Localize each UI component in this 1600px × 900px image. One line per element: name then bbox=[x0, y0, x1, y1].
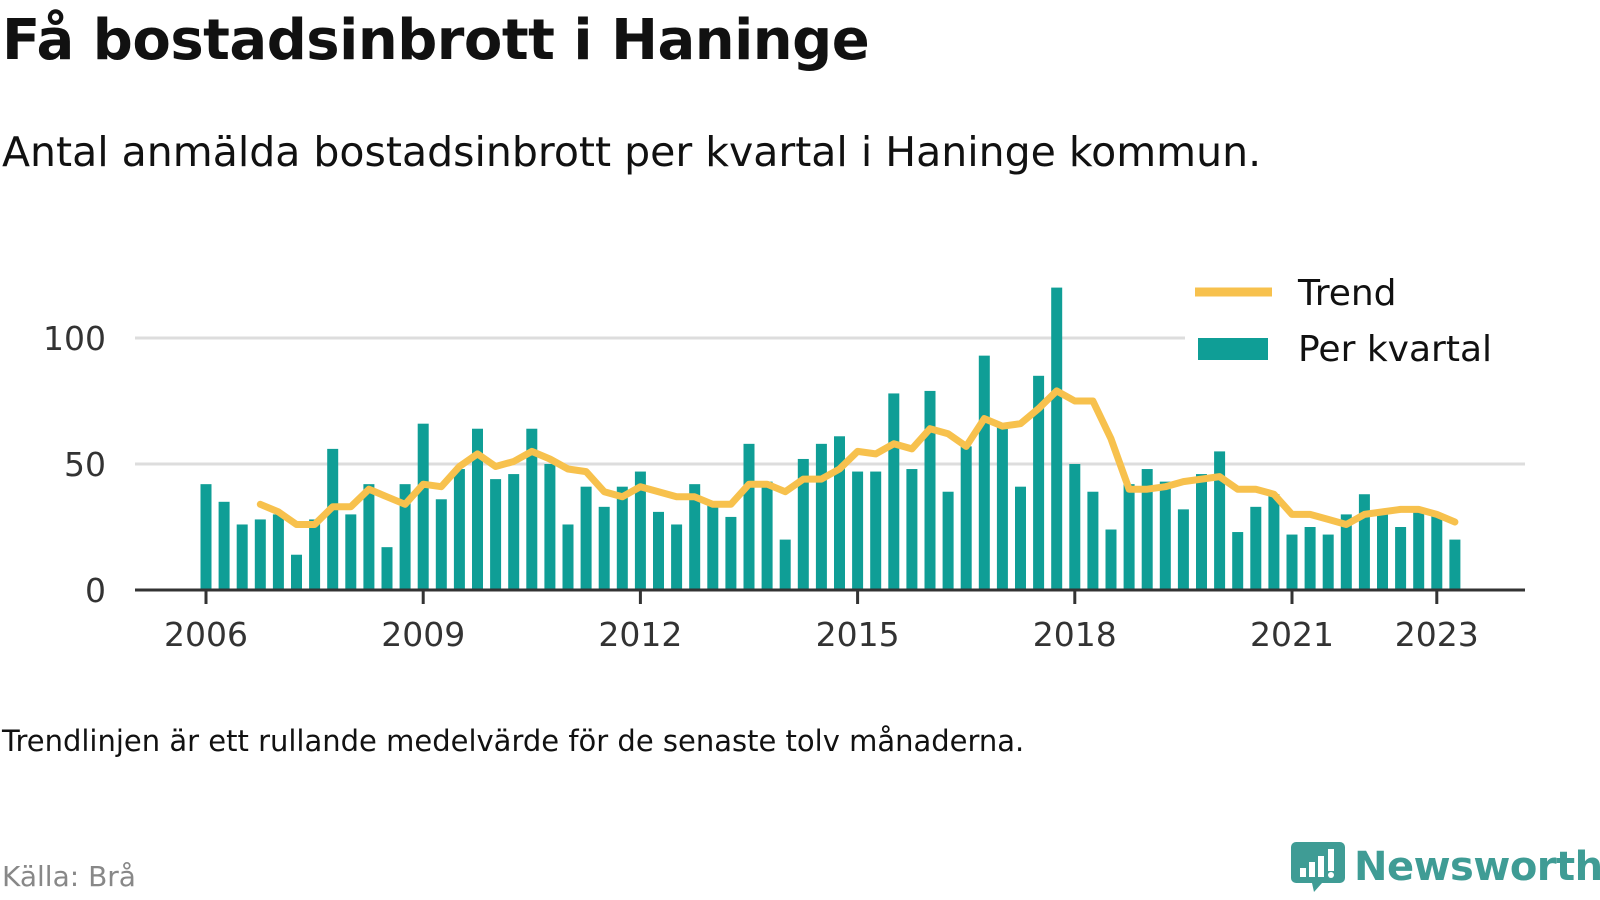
bar bbox=[761, 481, 773, 590]
bar bbox=[472, 428, 483, 590]
bar bbox=[653, 511, 664, 590]
bar bbox=[815, 443, 827, 590]
bar bbox=[508, 474, 520, 590]
bar bbox=[399, 484, 411, 590]
y-tick-label: 100 bbox=[43, 319, 106, 358]
bar bbox=[797, 458, 809, 590]
brand-logo: Newsworthy bbox=[1290, 840, 1600, 894]
bar bbox=[1177, 509, 1189, 590]
x-tick-label: 2009 bbox=[381, 615, 465, 654]
bar bbox=[1377, 511, 1388, 590]
bar bbox=[616, 486, 628, 590]
bar bbox=[435, 499, 447, 590]
bar bbox=[1159, 481, 1171, 590]
bar bbox=[725, 516, 737, 590]
bar bbox=[490, 479, 502, 590]
bar bbox=[634, 471, 646, 590]
bar bbox=[272, 514, 284, 590]
bar bbox=[1268, 494, 1280, 590]
x-tick-label: 2023 bbox=[1395, 615, 1479, 654]
bar bbox=[1123, 484, 1135, 590]
chart-title: Få bostadsinbrott i Haninge bbox=[2, 8, 870, 73]
bar bbox=[544, 464, 556, 590]
trend-series bbox=[256, 387, 1459, 528]
bar bbox=[1286, 534, 1298, 590]
bar bbox=[291, 554, 302, 590]
x-axis: 2006 2009 2012 2015 2018 2021 2023 bbox=[135, 588, 1525, 654]
bar bbox=[906, 469, 918, 590]
bar bbox=[1196, 474, 1207, 590]
bar bbox=[779, 539, 791, 590]
y-axis: 0 50 100 bbox=[43, 319, 106, 610]
bar bbox=[1141, 469, 1153, 590]
bar bbox=[200, 484, 212, 590]
bar bbox=[978, 355, 990, 590]
bar bbox=[852, 471, 864, 590]
bar bbox=[942, 491, 954, 590]
bar bbox=[1304, 527, 1316, 590]
x-tick-label: 2012 bbox=[598, 615, 682, 654]
source-credit: Källa: Brå bbox=[2, 860, 136, 893]
x-tick-label: 2018 bbox=[1033, 615, 1117, 654]
bar bbox=[309, 519, 321, 590]
chart-subtitle: Antal anmälda bostadsinbrott per kvartal… bbox=[2, 128, 1262, 176]
bar bbox=[743, 443, 755, 590]
legend-bar-swatch bbox=[1198, 338, 1268, 360]
brand-name: Newsworthy bbox=[1354, 844, 1600, 890]
bar bbox=[1340, 514, 1352, 590]
bar bbox=[1232, 532, 1244, 590]
bar bbox=[960, 446, 972, 590]
bar bbox=[1087, 491, 1099, 590]
bar bbox=[870, 471, 882, 590]
bar bbox=[924, 390, 936, 590]
bar bbox=[417, 423, 429, 590]
bar bbox=[1214, 451, 1226, 590]
bar bbox=[1033, 375, 1045, 590]
bar bbox=[1051, 287, 1063, 590]
bar bbox=[689, 484, 701, 590]
bar bbox=[707, 504, 719, 590]
bar bbox=[345, 514, 357, 590]
bar bbox=[254, 519, 266, 590]
bar bbox=[381, 547, 393, 590]
bar bbox=[888, 393, 900, 590]
bar bbox=[598, 506, 610, 590]
bar bbox=[218, 501, 230, 590]
bar bbox=[1395, 527, 1407, 590]
bar bbox=[526, 428, 538, 590]
bar bbox=[1250, 506, 1262, 590]
bar bbox=[1449, 539, 1461, 590]
bar bbox=[453, 469, 465, 590]
bar bbox=[580, 486, 592, 590]
bar bbox=[671, 524, 683, 590]
bar bbox=[1322, 534, 1334, 590]
bar bbox=[834, 436, 845, 590]
bar bbox=[1358, 494, 1370, 590]
bar bbox=[1015, 486, 1026, 590]
x-tick-label: 2006 bbox=[164, 615, 248, 654]
legend-trend-label: Trend bbox=[1297, 273, 1397, 314]
bar bbox=[363, 484, 375, 590]
legend: Trend Per kvartal bbox=[1185, 262, 1530, 372]
bar bbox=[1413, 511, 1425, 590]
bar bbox=[1069, 464, 1081, 590]
bar-chart-chat-icon bbox=[1291, 842, 1345, 892]
footnote: Trendlinjen är ett rullande medelvärde f… bbox=[2, 724, 1025, 758]
bar bbox=[236, 524, 248, 590]
bar bbox=[1105, 529, 1117, 590]
x-tick-label: 2015 bbox=[816, 615, 900, 654]
bar bbox=[327, 448, 339, 590]
trend-line bbox=[256, 387, 1459, 528]
bar bbox=[996, 426, 1008, 590]
bar bbox=[1431, 514, 1443, 590]
x-tick-label: 2021 bbox=[1250, 615, 1334, 654]
y-tick-label: 50 bbox=[64, 445, 106, 484]
y-tick-label: 0 bbox=[85, 571, 106, 610]
bar-series bbox=[200, 287, 1461, 590]
chart-area: 2006 2009 2012 2015 2018 2021 2023 0 50 100 Tren… bbox=[43, 262, 1530, 654]
bar bbox=[562, 524, 574, 590]
legend-bar-label: Per kvartal bbox=[1298, 329, 1492, 370]
